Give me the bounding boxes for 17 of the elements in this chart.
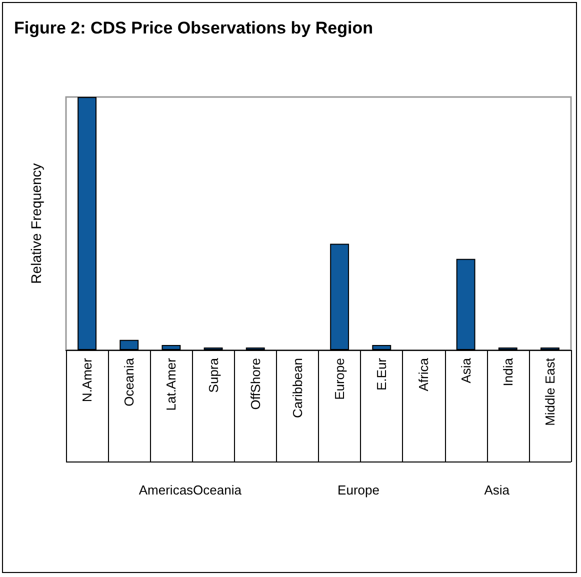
x-tick-label: India <box>500 357 516 386</box>
y-axis-title: Relative Frequency <box>28 163 44 284</box>
x-tick-label: Supra <box>206 357 221 393</box>
text: AmericasOceania <box>138 482 242 498</box>
x-tick-label: Caribbean <box>290 358 305 418</box>
x-tick-label: E.Eur <box>374 357 390 391</box>
x-tick-label: Lat.Amer <box>164 357 179 411</box>
x-tick-label: Asia <box>458 357 474 384</box>
x-tick-label: Middle East <box>542 358 558 426</box>
text: Asia <box>484 482 510 498</box>
chart-title: Figure 2: CDS Price Observations by Region <box>14 18 373 38</box>
text: Europe <box>338 482 380 498</box>
x-tick-label: OffShore <box>248 358 263 410</box>
x-tick-label: Oceania <box>122 357 137 406</box>
x-tick-label: Europe <box>332 358 348 400</box>
x-tick-label: Africa <box>416 357 432 392</box>
x-tick-label: N.Amer <box>80 357 95 402</box>
